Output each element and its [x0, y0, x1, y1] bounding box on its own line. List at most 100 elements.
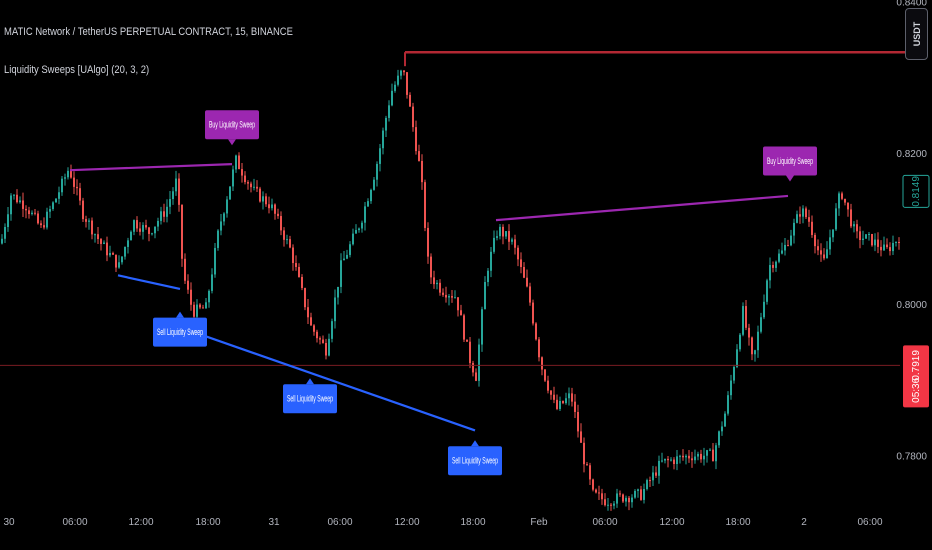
last-price-tag: 0.8149: [902, 174, 930, 208]
candle-body: [166, 206, 168, 217]
candle-body: [427, 227, 429, 257]
candle-body: [649, 480, 651, 482]
candle-body: [448, 296, 450, 298]
candle-body: [484, 282, 486, 310]
candle-body: [703, 455, 705, 460]
currency-button[interactable]: USDT: [905, 8, 928, 60]
candle-body: [13, 194, 15, 196]
candle-body: [199, 304, 201, 308]
candle-body: [127, 240, 129, 247]
candle-body: [784, 244, 786, 251]
candle-body: [370, 189, 372, 202]
candle-body: [391, 90, 393, 106]
candle-body: [775, 261, 777, 268]
candle-body: [472, 363, 474, 373]
candle-body: [295, 263, 297, 267]
candle-body: [22, 200, 24, 209]
candle-body: [526, 277, 528, 287]
candle-body: [859, 231, 861, 241]
candle-body: [67, 170, 69, 178]
candle-body: [430, 256, 432, 278]
candle-body: [544, 369, 546, 381]
candle-body: [604, 499, 606, 506]
candle-body: [382, 130, 384, 149]
candle-body: [469, 341, 471, 364]
x-tick-label: 12:00: [128, 517, 153, 528]
candle-body: [883, 244, 885, 251]
sell-sweep-line: [117, 274, 181, 291]
candle-body: [568, 393, 570, 399]
currency-button-label: USDT: [911, 21, 922, 47]
candle-body: [781, 250, 783, 254]
candle-body: [676, 456, 678, 465]
sell-liquidity-sweep-label: Sell Liquidity Sweep: [448, 440, 502, 476]
candle-body: [766, 280, 768, 302]
candle-body: [556, 399, 558, 409]
candle-body: [97, 234, 99, 240]
candle-body: [256, 186, 258, 189]
candle-body: [328, 338, 330, 356]
candle-body: [58, 192, 60, 199]
candle-body: [880, 246, 882, 251]
candle-body: [646, 480, 648, 489]
candle-body: [814, 234, 816, 247]
candle-body: [640, 489, 642, 500]
candle-body: [415, 127, 417, 152]
candle-body: [364, 206, 366, 223]
candle-body: [619, 493, 621, 495]
candle-body: [685, 455, 687, 458]
x-tick-label: 18:00: [725, 517, 750, 528]
candle-body: [211, 274, 213, 291]
candle-body: [850, 209, 852, 227]
candle-body: [346, 254, 348, 259]
candle-body: [208, 290, 210, 303]
candle-body: [868, 234, 870, 236]
candle-body: [481, 309, 483, 345]
candle-body: [841, 193, 843, 199]
candle-body: [799, 214, 801, 217]
candle-body: [502, 226, 504, 237]
candle-body: [577, 411, 579, 432]
candle-body: [103, 242, 105, 244]
candle-body: [136, 220, 138, 229]
candle-body: [19, 200, 21, 203]
candle-body: [220, 221, 222, 231]
candle-body: [310, 317, 312, 326]
indicator-legend[interactable]: Liquidity Sweeps [UAlgo] (20, 3, 2): [4, 64, 150, 76]
buy-liquidity-sweep-label: Buy Liquidity Sweep: [763, 146, 817, 182]
candle-body: [661, 460, 663, 462]
candle-body: [811, 221, 813, 235]
candle-body: [46, 211, 48, 228]
candle-body: [412, 106, 414, 128]
candle-body: [514, 239, 516, 248]
candle-body: [124, 246, 126, 257]
candle-body: [739, 334, 741, 350]
x-tick-label: 31: [268, 517, 280, 528]
candle-body: [175, 178, 177, 192]
candle-body: [331, 321, 333, 339]
candle-body: [463, 315, 465, 340]
candle-body: [664, 458, 666, 461]
candle-body: [535, 323, 537, 340]
candle-body: [826, 249, 828, 259]
candle-body: [274, 204, 276, 214]
candle-body: [271, 204, 273, 209]
candle-body: [247, 182, 249, 184]
candle-body: [763, 301, 765, 318]
candle-body: [424, 182, 426, 228]
sweep-label-text: Sell Liquidity Sweep: [287, 394, 333, 404]
candle-body: [292, 247, 294, 264]
x-tick-label: 12:00: [659, 517, 684, 528]
candle-body: [838, 193, 840, 209]
candle-body: [844, 198, 846, 203]
candle-body: [541, 357, 543, 370]
candle-body: [394, 84, 396, 91]
candle-body: [517, 247, 519, 260]
candle-body: [574, 401, 576, 412]
candle-body: [829, 237, 831, 250]
candle-body: [637, 489, 639, 491]
candle-body: [64, 177, 66, 179]
candle-body: [193, 304, 195, 317]
